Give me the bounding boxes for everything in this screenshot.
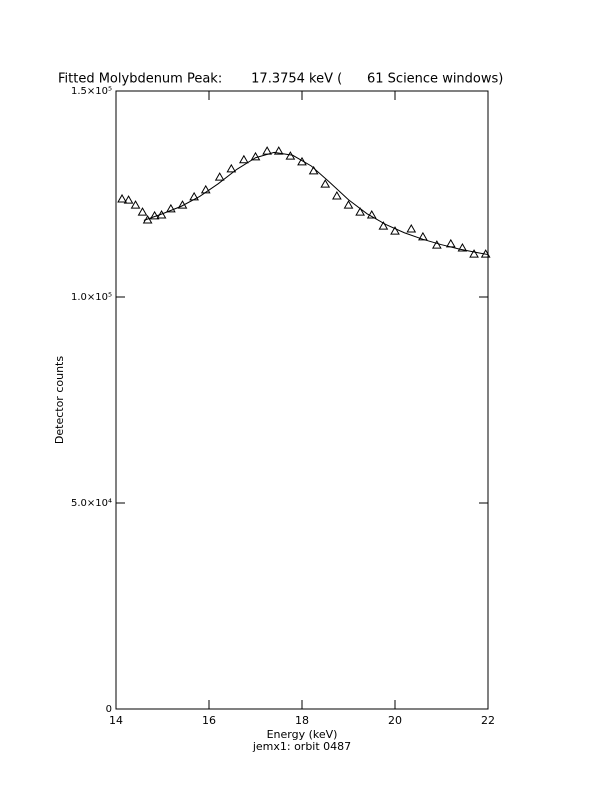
data-point [137, 207, 148, 216]
y-tick-label: 5.0×10⁴ [71, 498, 112, 509]
data-point [273, 146, 284, 155]
data-point [239, 154, 249, 164]
chart-title: Fitted Molybdenum Peak: 17.3754 keV ( 61… [58, 72, 503, 87]
data-point [366, 210, 377, 219]
y-tick-label: 1.5×10⁵ [71, 86, 112, 97]
data-point [355, 207, 365, 216]
data-point [469, 249, 479, 258]
data-point [343, 200, 354, 209]
x-axis-label: Energy (keV) [267, 728, 338, 741]
data-point [332, 191, 342, 200]
data-point [431, 240, 442, 249]
data-point [166, 203, 176, 213]
data-point [123, 195, 134, 204]
y-tick-label: 1.0×10⁵ [71, 292, 112, 303]
data-point [457, 242, 468, 252]
fit-line [143, 151, 489, 256]
y-tick-label: 0 [106, 704, 112, 715]
data-point [250, 151, 261, 161]
data-point [406, 224, 417, 233]
data-point [214, 172, 225, 181]
data-point [130, 200, 141, 209]
data-point [149, 210, 160, 220]
data-point [390, 226, 400, 235]
x-tick-label: 18 [295, 714, 309, 727]
x-tick-label: 22 [481, 714, 495, 727]
data-point [418, 231, 428, 241]
data-point [117, 193, 127, 203]
footer: jemx1: orbit 0487 [252, 740, 351, 753]
x-tick-label: 20 [388, 714, 402, 727]
x-tick-label: 16 [202, 714, 216, 727]
y-axis-label: Detector counts [53, 356, 66, 444]
x-tick-label: 14 [109, 714, 123, 727]
data-point [320, 179, 331, 188]
data-point [226, 163, 237, 173]
data-point [378, 221, 389, 230]
